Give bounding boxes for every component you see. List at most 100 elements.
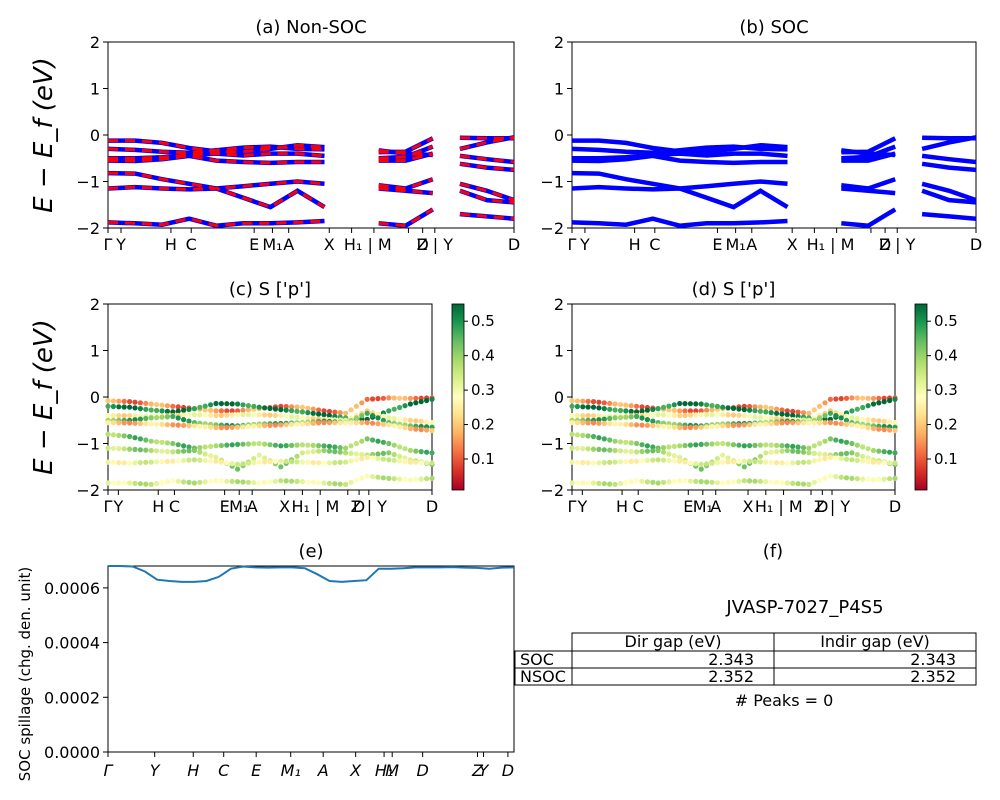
panel-a-bands bbox=[108, 135, 514, 228]
panel-c-point bbox=[299, 409, 305, 415]
panel-d-point bbox=[596, 435, 602, 441]
panel-c-point bbox=[364, 396, 370, 402]
panel-c-point bbox=[132, 480, 138, 486]
panel-c-point bbox=[353, 440, 359, 447]
panel-c-point bbox=[175, 408, 181, 414]
panel-d-point bbox=[849, 422, 855, 428]
panel-c-point bbox=[197, 423, 203, 429]
panel-c-point bbox=[159, 414, 165, 420]
panel-d-point bbox=[666, 412, 672, 418]
panel-c-point bbox=[337, 445, 343, 451]
panel-d-point bbox=[838, 451, 844, 457]
panel-d-point bbox=[569, 403, 575, 409]
panel-b-band-line bbox=[572, 144, 788, 155]
panel-c-point bbox=[181, 479, 187, 485]
panel-d-point bbox=[779, 407, 785, 413]
panel-c-point bbox=[316, 407, 322, 413]
panel-c-point bbox=[391, 442, 397, 448]
panel-c-point bbox=[337, 459, 343, 465]
panel-c-point bbox=[159, 402, 165, 408]
panel-d-point bbox=[639, 415, 645, 421]
panel-b-xtick-label: D bbox=[970, 235, 982, 254]
panel-f-cell-value: 2.352 bbox=[910, 667, 956, 686]
panel-d-point bbox=[854, 406, 860, 412]
panel-d-point bbox=[774, 410, 780, 416]
panel-c-point bbox=[348, 458, 354, 464]
panel-c-point bbox=[208, 443, 214, 449]
panel-c-point bbox=[326, 408, 332, 415]
panel-c-point bbox=[299, 442, 305, 448]
panel-c-point bbox=[251, 412, 257, 418]
panel-d-point bbox=[757, 478, 764, 484]
panel-d-point bbox=[580, 460, 586, 466]
panel-d-point bbox=[639, 478, 645, 484]
panel-c-point bbox=[137, 460, 143, 466]
panel-d-point bbox=[870, 395, 877, 401]
panel-d-xtick-label: Y bbox=[576, 497, 587, 516]
panel-f-column-header: Dir gap (eV) bbox=[625, 632, 722, 651]
panel-d-point bbox=[650, 444, 656, 450]
panel-d-point bbox=[817, 477, 823, 483]
panel-c-point bbox=[240, 412, 246, 418]
panel-c-point bbox=[310, 449, 316, 455]
panel-d-point bbox=[580, 420, 586, 426]
panel-d-point bbox=[876, 476, 882, 482]
panel-d-point bbox=[720, 423, 726, 429]
panel-c-point bbox=[353, 477, 359, 483]
panel-d-point bbox=[747, 478, 753, 484]
panel-d-point bbox=[774, 406, 780, 412]
panel-d-point bbox=[639, 442, 645, 448]
panel-a-band-line bbox=[108, 145, 325, 155]
panel-c-point bbox=[380, 417, 386, 423]
panel-d-point bbox=[574, 480, 581, 486]
panel-c-point bbox=[402, 403, 408, 409]
panel-d-point bbox=[607, 447, 613, 453]
panel-c-point bbox=[402, 476, 408, 482]
panel-c-point bbox=[359, 400, 365, 406]
panel-e-xtick-label: C bbox=[218, 761, 230, 780]
panel-c-point bbox=[397, 458, 403, 464]
panel-c-point bbox=[375, 438, 381, 444]
panel-d-point bbox=[736, 422, 742, 428]
panel-c-point bbox=[116, 446, 122, 452]
panel-c-point bbox=[186, 457, 192, 463]
panel-d-title: (d) S ['p'] bbox=[692, 279, 776, 300]
panel-c-point bbox=[429, 450, 435, 456]
panel-d-point bbox=[870, 401, 877, 407]
panel-c-point bbox=[143, 406, 149, 412]
panel-d-point bbox=[860, 395, 866, 401]
panel-c-xtick-label: H bbox=[152, 497, 164, 516]
panel-d-point bbox=[660, 412, 667, 418]
panel-c-point bbox=[240, 424, 246, 430]
panel-d-cb-tick-label: 0.1 bbox=[934, 450, 958, 468]
panel-c-point bbox=[294, 421, 300, 427]
panel-d-point bbox=[596, 420, 602, 426]
panel-d-point bbox=[817, 420, 823, 426]
panel-c-point bbox=[154, 480, 160, 487]
panel-c-point bbox=[191, 412, 197, 418]
panel-c-point bbox=[391, 476, 397, 482]
panel-d-point bbox=[693, 408, 699, 414]
panel-e-xtick-label: Y bbox=[150, 761, 161, 780]
panel-d-point bbox=[757, 442, 764, 448]
panel-c-title: (c) S ['p'] bbox=[229, 279, 311, 300]
panel-d-point bbox=[693, 461, 699, 467]
panel-c-point bbox=[105, 459, 111, 465]
panel-c-point bbox=[429, 420, 435, 426]
panel-c-point bbox=[208, 478, 214, 484]
panel-d-point bbox=[666, 479, 672, 485]
panel-c-point bbox=[181, 448, 187, 454]
panel-d-point bbox=[590, 460, 597, 466]
panel-e-ytick-label: 0.0006 bbox=[44, 579, 100, 598]
panel-d-point bbox=[887, 419, 893, 425]
panel-d-point bbox=[682, 425, 688, 431]
panel-c-point bbox=[137, 400, 143, 406]
panel-c-point bbox=[121, 413, 127, 419]
panel-c-point bbox=[251, 460, 257, 466]
panel-c-point bbox=[105, 413, 111, 419]
panel-c-point bbox=[386, 422, 392, 428]
panel-c-point bbox=[208, 407, 214, 413]
panel-d-point bbox=[768, 415, 774, 421]
panel-c-point bbox=[170, 409, 176, 415]
panel-d-point bbox=[849, 415, 855, 421]
